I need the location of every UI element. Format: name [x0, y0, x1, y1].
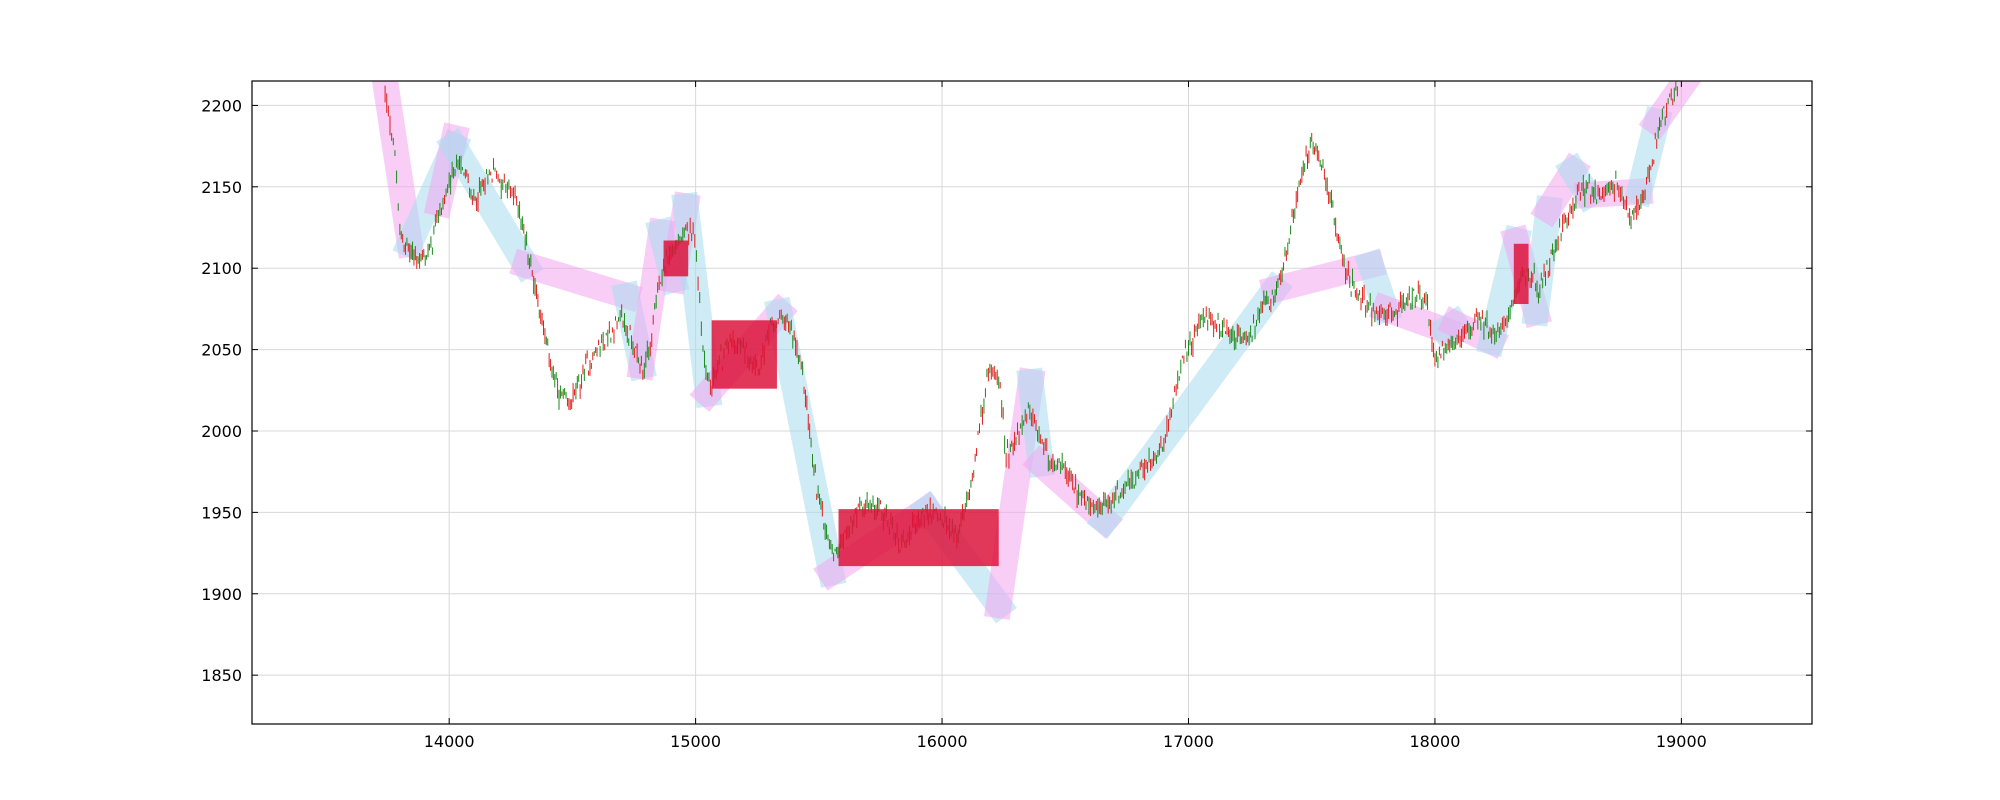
x-tick-label: 18000: [1409, 732, 1460, 751]
trend-band: [764, 296, 847, 588]
trend-band: [1022, 445, 1124, 539]
x-axis: 14000 15000 16000 17000 18000 19000: [424, 81, 1707, 751]
y-axis: 1850 1900 1950 2000 2050 2100 2150 2200: [201, 96, 1812, 685]
y-tick-label: 1900: [201, 585, 242, 604]
x-tick-label: 16000: [917, 732, 968, 751]
x-tick-label: 15000: [670, 732, 721, 751]
y-tick-label: 2200: [201, 96, 242, 115]
y-tick-label: 1850: [201, 666, 242, 685]
x-tick-label: 19000: [1656, 732, 1707, 751]
x-tick-label: 14000: [424, 732, 475, 751]
y-tick-label: 2150: [201, 178, 242, 197]
trend-band: [509, 248, 643, 313]
zone-rect: [663, 240, 689, 277]
x-tick-label: 17000: [1163, 732, 1214, 751]
zone-rect: [711, 320, 777, 389]
y-tick-label: 1950: [201, 503, 242, 522]
consolidation-zones: [663, 240, 1529, 567]
y-tick-label: 2000: [201, 422, 242, 441]
y-tick-label: 2050: [201, 341, 242, 360]
zone-rect: [838, 509, 999, 567]
trend-band: [371, 81, 425, 259]
trend-band: [1258, 249, 1387, 306]
y-tick-label: 2100: [201, 259, 242, 278]
trend-band: [436, 128, 544, 283]
plot-frame: [251, 80, 1813, 725]
zone-rect: [1513, 243, 1529, 305]
